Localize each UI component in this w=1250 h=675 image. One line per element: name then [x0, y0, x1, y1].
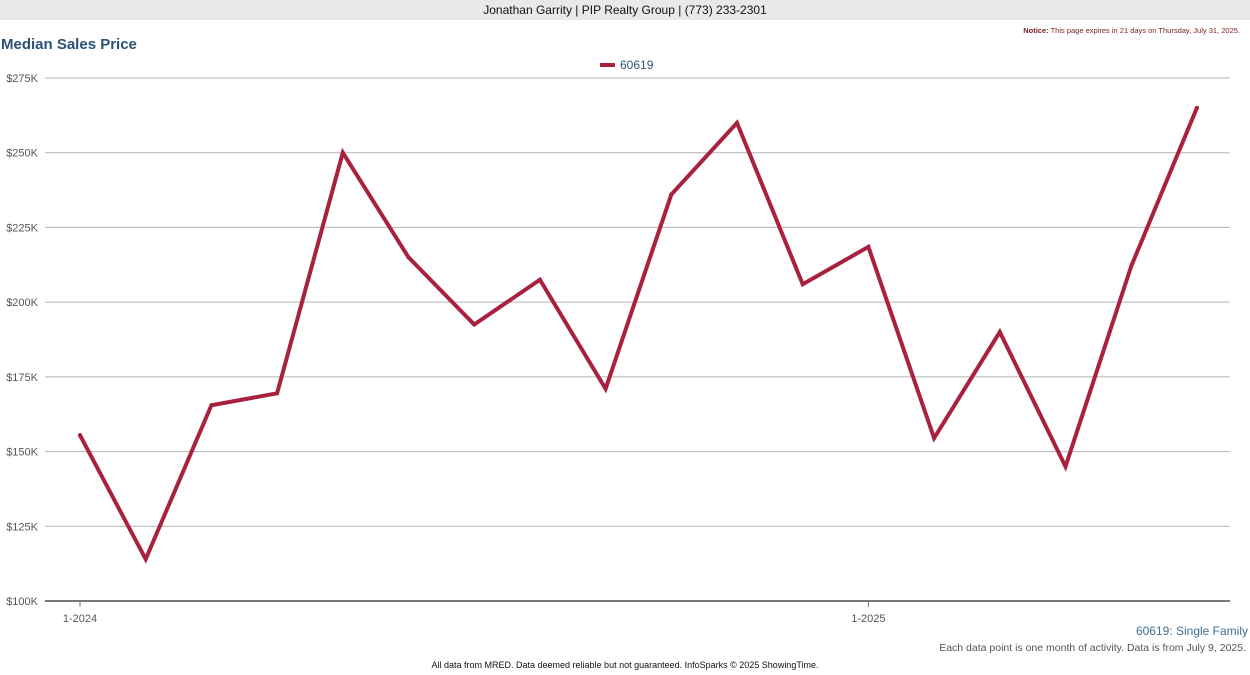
chart-title: Median Sales Price	[1, 36, 137, 53]
data-point	[143, 557, 148, 562]
data-point	[603, 386, 608, 391]
y-tick-label: $200K	[6, 297, 38, 309]
legend-label: 60619	[620, 58, 654, 72]
data-point	[275, 391, 280, 396]
data-point	[406, 255, 411, 260]
y-tick-label: $225K	[6, 222, 38, 234]
agent-line: Jonathan Garrity | PIP Realty Group | (7…	[483, 3, 767, 17]
y-tick-label: $275K	[6, 73, 38, 85]
x-tick-label: 1-2024	[63, 613, 97, 625]
y-tick-label: $250K	[6, 148, 38, 160]
data-point	[472, 322, 477, 327]
y-tick-label: $150K	[6, 447, 38, 459]
data-point	[735, 120, 739, 125]
data-point	[932, 436, 937, 441]
data-point	[997, 330, 1002, 335]
x-tick-label: 1-2025	[851, 613, 885, 625]
data-point	[1063, 464, 1068, 469]
data-point	[340, 150, 345, 155]
y-tick-label: $100K	[6, 596, 38, 608]
data-point	[669, 192, 674, 197]
data-point	[800, 282, 805, 287]
data-point	[1129, 264, 1134, 269]
expiry-notice: Notice: This page expires in 21 days on …	[1023, 26, 1240, 35]
series-line-60619	[78, 105, 1199, 564]
data-point	[1194, 105, 1199, 110]
data-point	[209, 403, 214, 408]
data-note: Each data point is one month of activity…	[939, 642, 1246, 654]
footer-disclaimer: All data from MRED. Data deemed reliable…	[431, 660, 819, 670]
notice-label: Notice:	[1023, 26, 1049, 35]
chart-subtitle: 60619: Single Family	[1135, 624, 1248, 638]
y-tick-label: $175K	[6, 372, 38, 384]
agent-header: Jonathan Garrity | PIP Realty Group | (7…	[0, 0, 1250, 20]
y-tick-label: $125K	[6, 521, 38, 533]
notice-text: This page expires in 21 days on Thursday…	[1050, 26, 1240, 35]
data-point	[537, 277, 542, 282]
data-point	[78, 433, 82, 438]
data-point	[866, 244, 871, 249]
